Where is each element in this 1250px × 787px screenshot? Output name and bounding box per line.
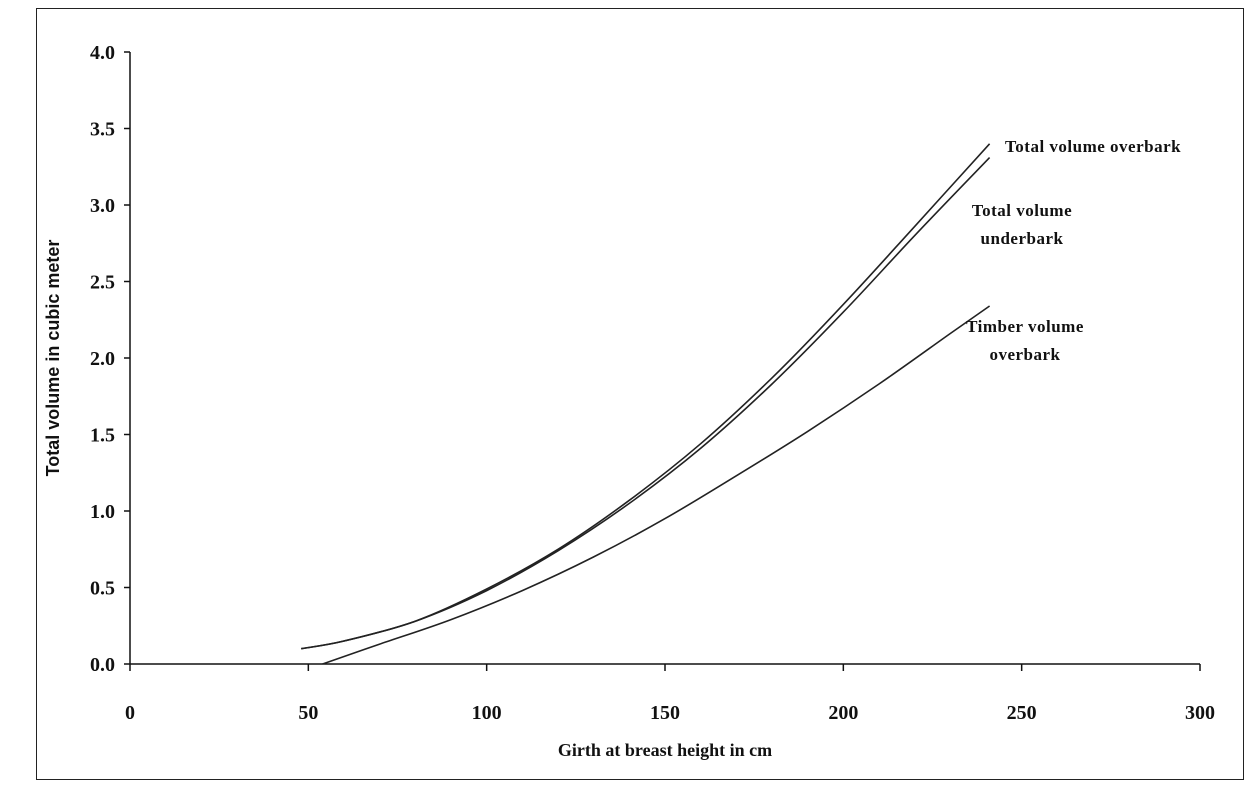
- series-label-total-underbark: Total volume underbark: [972, 201, 1072, 248]
- series-line-total-overbark: [301, 143, 991, 650]
- y-tick-label: 0.0: [90, 654, 115, 676]
- series-label-line: Total volume: [972, 201, 1072, 220]
- x-tick-label: 0: [125, 702, 135, 724]
- x-tick-label: 200: [828, 702, 858, 724]
- y-tick-label: 3.0: [90, 195, 115, 217]
- series-label-line: Timber volume: [966, 317, 1084, 336]
- x-tick-label: 250: [1007, 702, 1037, 724]
- x-tick-label: 100: [472, 702, 502, 724]
- y-tick-label: 2.5: [90, 272, 115, 294]
- series-label-line: overbark: [989, 345, 1060, 364]
- y-axis-title: Total volume in cubic meter: [43, 240, 63, 477]
- series-label-line: underbark: [981, 229, 1064, 248]
- axes: [124, 51, 1201, 671]
- y-tick-label: 0.5: [90, 578, 115, 600]
- chart-frame: [36, 8, 1244, 780]
- series-line-timber-overbark: [322, 305, 991, 665]
- series-label-line: Total volume overbark: [1005, 137, 1181, 156]
- series-line-total-underbark: [301, 157, 991, 650]
- series-labels: Total volume overbark Total volume underba…: [966, 137, 1181, 364]
- series-lines: [301, 143, 991, 665]
- y-tick-label: 4.0: [90, 42, 115, 64]
- x-tick-label: 150: [650, 702, 680, 724]
- y-tick-label: 1.5: [90, 425, 115, 447]
- x-axis-title: Girth at breast height in cm: [558, 740, 772, 760]
- y-tick-label: 3.5: [90, 119, 115, 141]
- x-tick-label: 300: [1185, 702, 1215, 724]
- y-tick-label: 2.0: [90, 348, 115, 370]
- tick-labels: 0.0 0.5 1.0 1.5 2.0 2.5 3.0 3.5 4.0 0 50 100 150 200 2…: [90, 42, 1215, 724]
- series-label-total-overbark: Total volume overbark: [1005, 137, 1181, 156]
- x-tick-label: 50: [298, 702, 318, 724]
- y-tick-label: 1.0: [90, 501, 115, 523]
- series-label-timber-overbark: Timber volume overbark: [966, 317, 1084, 364]
